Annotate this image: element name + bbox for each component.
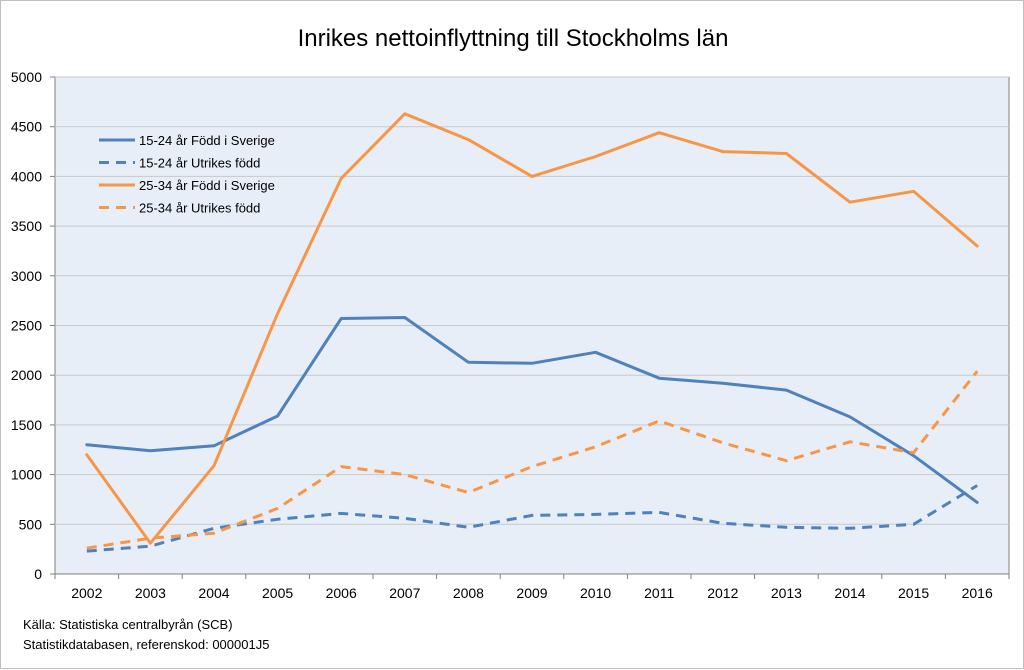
y-tick-label-2000: 2000 xyxy=(11,367,42,383)
y-tick-label-500: 500 xyxy=(19,516,43,532)
y-tick-label-4500: 4500 xyxy=(11,119,42,135)
y-tick-label-4000: 4000 xyxy=(11,168,42,184)
x-tick-label-2006: 2006 xyxy=(326,585,357,601)
x-tick-label-2015: 2015 xyxy=(898,585,929,601)
y-tick-label-2500: 2500 xyxy=(11,318,42,334)
y-tick-label-5000: 5000 xyxy=(11,69,42,85)
x-tick-label-2003: 2003 xyxy=(135,585,166,601)
x-tick-label-2013: 2013 xyxy=(771,585,802,601)
x-tick-label-2012: 2012 xyxy=(707,585,738,601)
x-tick-label-2014: 2014 xyxy=(834,585,865,601)
x-tick-label-2016: 2016 xyxy=(962,585,993,601)
chart-title: Inrikes nettoinflyttning till Stockholms… xyxy=(298,25,729,52)
y-tick-label-1500: 1500 xyxy=(11,417,42,433)
y-tick-label-3000: 3000 xyxy=(11,268,42,284)
source-line-2: Statistikdatabasen, referenskod: 000001J… xyxy=(23,637,270,652)
legend-label-1: 15-24 år Född i Sverige xyxy=(139,133,275,148)
y-tick-label-1000: 1000 xyxy=(11,467,42,483)
x-tick-label-2011: 2011 xyxy=(644,585,674,601)
legend-label-4: 25-34 år Utrikes född xyxy=(139,201,260,216)
x-tick-label-2002: 2002 xyxy=(71,585,102,601)
series-line-3 xyxy=(85,112,979,545)
x-tick-label-2010: 2010 xyxy=(580,585,611,601)
y-tick-label-0: 0 xyxy=(34,566,42,582)
x-tick-label-2008: 2008 xyxy=(453,585,484,601)
series-line-4 xyxy=(86,370,979,550)
legend-label-3: 25-34 år Född i Sverige xyxy=(139,178,275,193)
series-line-1 xyxy=(85,316,979,504)
x-tick-label-2009: 2009 xyxy=(516,585,547,601)
x-tick-label-2004: 2004 xyxy=(198,585,229,601)
series-line-2 xyxy=(86,484,978,553)
legend-label-2: 15-24 år Utrikes född xyxy=(139,156,260,171)
x-tick-label-2007: 2007 xyxy=(389,585,420,601)
x-tick-label-2005: 2005 xyxy=(262,585,293,601)
y-tick-label-3500: 3500 xyxy=(11,218,42,234)
source-line-1: Källa: Statistiska centralbyrån (SCB) xyxy=(23,617,233,632)
